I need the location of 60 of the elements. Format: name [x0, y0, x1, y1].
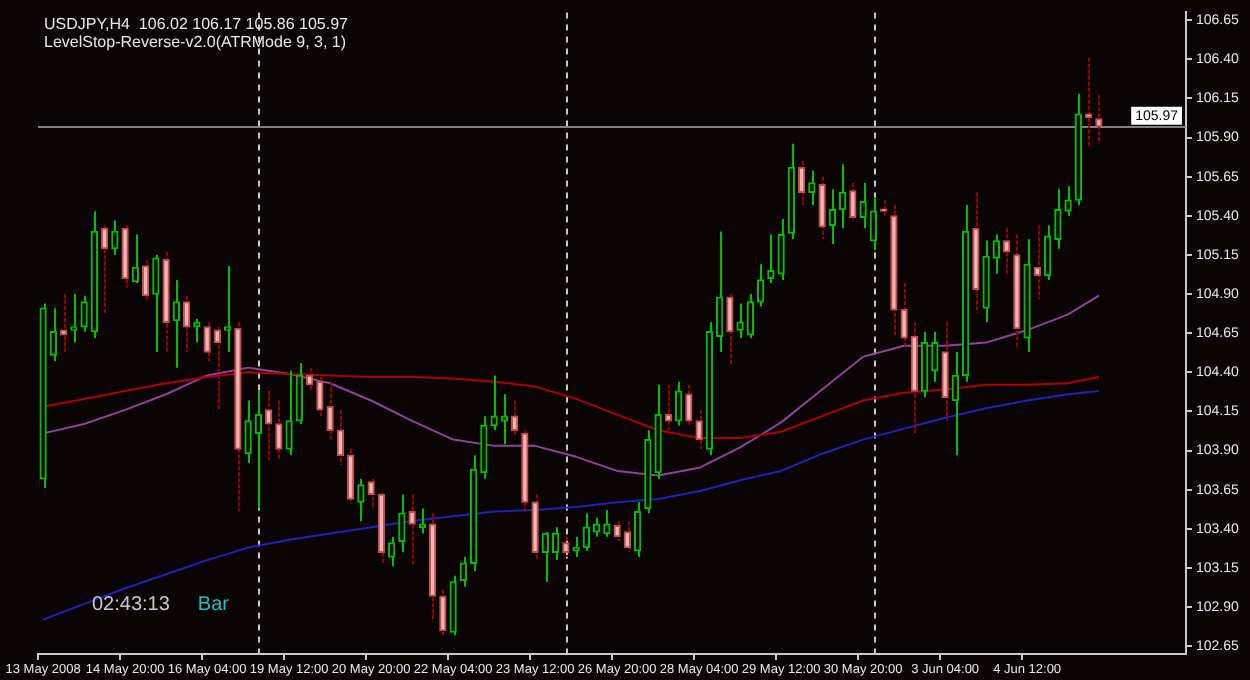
candlestick [213, 325, 222, 411]
candlestick [408, 493, 416, 568]
candlestick [572, 535, 580, 558]
candlestick [244, 399, 252, 465]
candlestick [562, 535, 570, 558]
candlestick [80, 294, 88, 333]
candlestick [931, 330, 939, 383]
candlestick [254, 390, 263, 510]
candlestick [756, 263, 765, 308]
candlestick [275, 399, 283, 461]
candlestick [141, 258, 150, 303]
candlestick [920, 330, 929, 399]
candlestick [767, 233, 775, 285]
candlestick [305, 366, 314, 393]
text: LevelStop-Reverse-v2.0(ATRMode 9, 3, 1) [44, 32, 347, 51]
annotation: 02:43:13 [92, 593, 171, 616]
candlestick [1064, 185, 1072, 217]
candlestick [439, 588, 447, 637]
candlestick [490, 374, 498, 432]
annotation: Bar [197, 593, 231, 616]
candlestick [1054, 188, 1062, 250]
candlestick [111, 219, 119, 256]
candlestick [879, 199, 888, 217]
candlestick [623, 519, 632, 554]
candlestick [941, 321, 949, 422]
candlestick [510, 399, 519, 438]
candlestick [726, 293, 734, 368]
candlestick [264, 390, 273, 461]
candlestick [1095, 94, 1103, 145]
candlestick [613, 519, 621, 543]
candlestick [736, 302, 744, 339]
candlestick [316, 376, 324, 418]
candlestick [849, 181, 857, 222]
candlestick [172, 278, 181, 369]
candlestick [992, 233, 1001, 275]
candlestick [695, 408, 703, 450]
candlestick [685, 383, 693, 427]
candlestick [480, 415, 488, 480]
candlestick [674, 380, 683, 427]
candlestick [900, 282, 908, 347]
candlestick [398, 493, 406, 554]
candlestick [193, 318, 201, 344]
candlestick [818, 175, 826, 241]
candlestick [49, 307, 58, 363]
candlestick [357, 477, 365, 522]
chart-title: USDJPY,H4 106.02 106.17 105.86 105.97 [44, 14, 350, 33]
candlestick [367, 477, 375, 510]
candlestick [285, 369, 293, 457]
candlestick [326, 380, 334, 441]
candlestick [859, 181, 867, 230]
candlestick [808, 169, 816, 206]
candlestick [777, 217, 785, 281]
candlestick [387, 535, 396, 568]
candlestick [182, 294, 191, 353]
candlestick [603, 509, 611, 538]
candlestick [746, 293, 755, 339]
candlestick [869, 196, 878, 252]
candlestick [203, 321, 211, 363]
candlestick [70, 293, 78, 344]
candlestick [152, 253, 160, 353]
